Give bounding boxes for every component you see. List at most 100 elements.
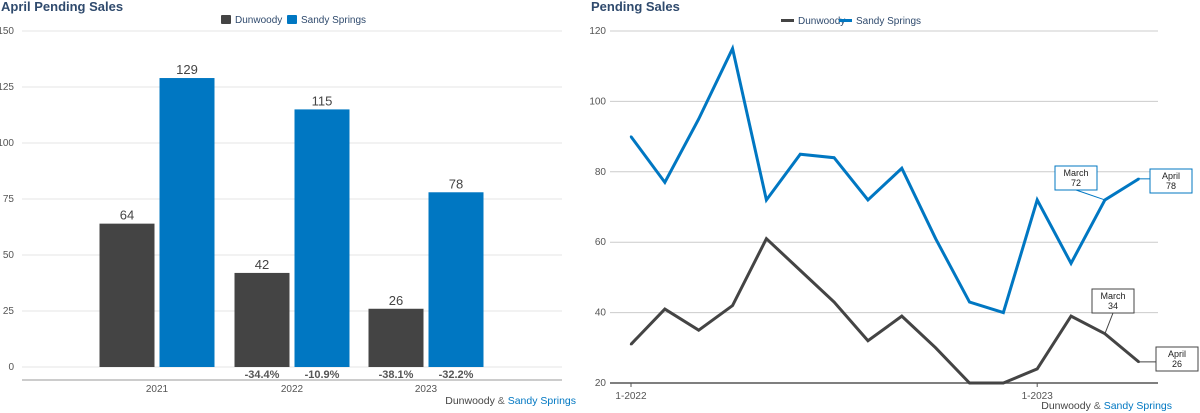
- bar-dunwoody-2023: [368, 308, 424, 367]
- callout-month: April: [1162, 171, 1180, 181]
- x-tick-label: 1-2023: [1022, 391, 1054, 402]
- data-point: [765, 198, 768, 202]
- line-chart-title: Pending Sales: [591, 0, 680, 14]
- callout-value: 72: [1071, 178, 1081, 188]
- bar-value-label: 115: [312, 93, 333, 108]
- callout-value: 34: [1108, 301, 1118, 311]
- bar-footer: Dunwoody & Sandy Springs: [445, 395, 576, 407]
- x-tick-label: 2023: [415, 384, 438, 395]
- y-tick-label: 150: [0, 26, 14, 37]
- data-point: [765, 237, 768, 240]
- callout-value: 78: [1166, 181, 1176, 191]
- data-point: [968, 300, 971, 304]
- y-tick-label: 0: [8, 362, 14, 373]
- legend-label-sandy-springs: Sandy Springs: [856, 16, 921, 27]
- data-point: [866, 339, 870, 342]
- data-point: [731, 47, 734, 50]
- bar-value-label: 129: [176, 62, 198, 77]
- bar-legend: Dunwoody Sandy Springs: [221, 15, 366, 26]
- data-point: [799, 269, 802, 272]
- bar-marks: 2021 64 129 2022 42 -34.4% 115 -10.9% 2023 26 -38.…: [99, 62, 484, 395]
- data-point: [968, 381, 971, 385]
- callout-box: [1149, 168, 1193, 194]
- bar-change-label: -10.9%: [305, 369, 340, 381]
- bar-value-label: 78: [449, 176, 463, 191]
- series-line-dunwoody: [629, 236, 1140, 385]
- data-point: [629, 135, 633, 138]
- legend-line-dunwoody: [781, 19, 794, 22]
- y-tick-label: 125: [0, 82, 14, 93]
- bar-dunwoody-2021: [99, 223, 155, 367]
- legend-swatch-sandy-springs: [287, 15, 297, 24]
- y-tick-label: 100: [0, 138, 14, 149]
- data-point: [934, 346, 937, 349]
- bar-sandy-springs-2021: [159, 78, 215, 367]
- x-tick-label: 2022: [281, 384, 304, 395]
- footer-dunwoody: Dunwoody: [1041, 400, 1091, 412]
- line-grid: 20 40 60 80 100 120 1-2022 1-2023: [589, 26, 1158, 402]
- callout-value: 26: [1172, 359, 1182, 369]
- y-tick-label: 120: [589, 26, 606, 37]
- data-point: [832, 156, 836, 159]
- bar-value-label: 64: [120, 208, 134, 223]
- bar-value-label: 42: [255, 257, 269, 272]
- data-point: [697, 329, 700, 332]
- bar-sandy-springs-2022: [294, 109, 350, 368]
- y-tick-label: 50: [3, 250, 15, 261]
- bar-chart-title: April Pending Sales: [1, 0, 123, 14]
- y-tick-label: 100: [589, 96, 606, 107]
- callout-month: March: [1100, 291, 1125, 301]
- y-tick-label: 80: [595, 167, 607, 178]
- data-point: [1069, 262, 1073, 265]
- footer-sandy-springs: Sandy Springs: [1104, 400, 1172, 412]
- data-point: [1002, 381, 1005, 385]
- line-legend: Dunwoody Sandy Springs: [781, 16, 921, 27]
- y-tick-label: 25: [3, 306, 15, 317]
- data-point: [934, 237, 937, 240]
- data-point: [731, 304, 734, 307]
- bar-sandy-springs-2023: [428, 192, 484, 367]
- footer-sandy-springs: Sandy Springs: [508, 395, 576, 407]
- footer-dunwoody: Dunwoody: [445, 395, 495, 407]
- footer-amp: &: [1091, 400, 1104, 412]
- bar-chart: April Pending Sales Dunwoody Sandy Sprin…: [0, 0, 576, 407]
- line-chart: Pending Sales Dunwoody Sandy Springs 20 4…: [589, 0, 1199, 412]
- data-point: [799, 153, 802, 156]
- data-point: [697, 117, 700, 121]
- y-tick-label: 75: [3, 194, 15, 205]
- callout-connector: [1075, 189, 1106, 201]
- legend-label-dunwoody: Dunwoody: [235, 15, 282, 26]
- callout-box: [1091, 288, 1135, 314]
- bar-value-label: 26: [389, 293, 403, 308]
- legend-swatch-dunwoody: [221, 15, 231, 24]
- data-point: [1069, 314, 1073, 318]
- data-point: [866, 198, 870, 202]
- y-tick-label: 20: [595, 378, 607, 389]
- data-point: [629, 343, 633, 346]
- x-tick-label: 2021: [146, 384, 169, 395]
- data-point: [1002, 311, 1005, 314]
- legend-line-sandy-springs: [839, 19, 852, 22]
- x-tick-label: 1-2022: [615, 391, 647, 402]
- callout-month: March: [1063, 168, 1088, 178]
- data-point: [663, 181, 667, 184]
- data-point: [900, 314, 903, 318]
- legend-label-dunwoody: Dunwoody: [798, 16, 845, 27]
- data-point: [832, 300, 836, 304]
- callout-connector: [1104, 312, 1114, 334]
- callout-month: April: [1168, 349, 1186, 359]
- bar-dunwoody-2022: [234, 272, 290, 367]
- legend-label-sandy-springs: Sandy Springs: [301, 15, 366, 26]
- data-point: [1036, 367, 1039, 371]
- data-point: [1036, 198, 1039, 202]
- callout-box: [1054, 165, 1098, 191]
- bar-change-label: -34.4%: [245, 369, 280, 381]
- callout-box: [1155, 346, 1199, 372]
- data-point: [900, 167, 903, 170]
- y-tick-label: 60: [595, 237, 607, 248]
- series-line-sandy-springs: [629, 44, 1140, 315]
- y-tick-label: 40: [595, 308, 607, 319]
- footer-amp: &: [495, 395, 508, 407]
